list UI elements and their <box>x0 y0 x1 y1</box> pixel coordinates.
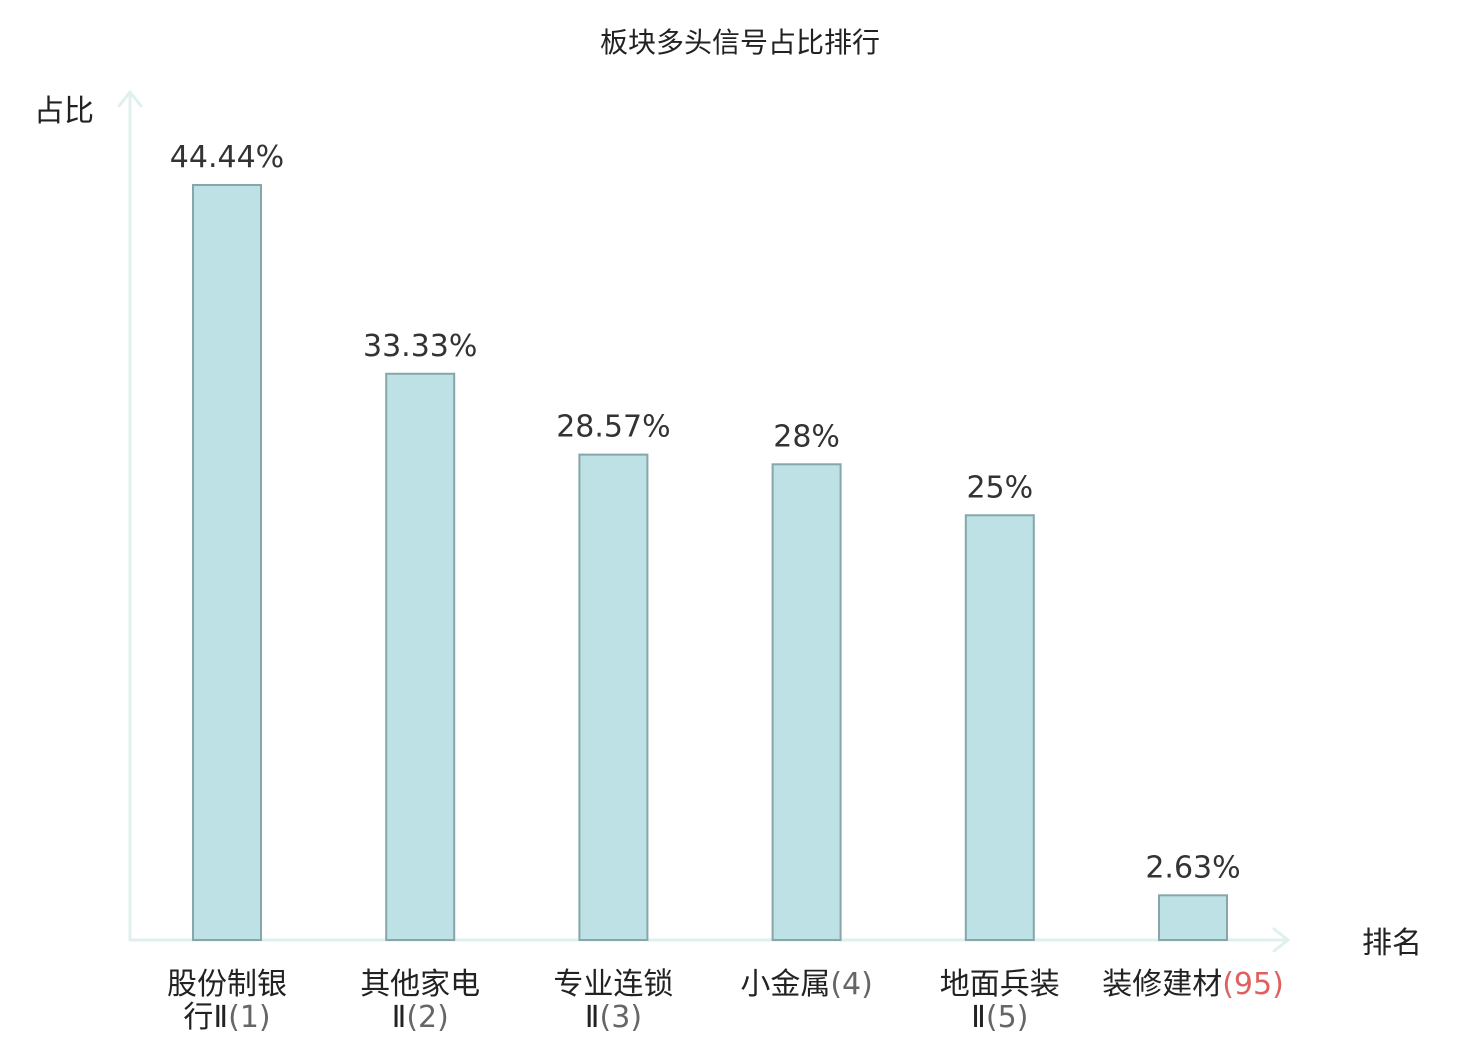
value-label-1: 44.44% <box>170 140 284 175</box>
category-rank: (95) <box>1222 967 1284 1002</box>
bars <box>192 184 1228 942</box>
value-labels: 44.44% 33.33% 28.57% 28% 25% 2.63% <box>170 140 1241 885</box>
category-label-3-line-2: Ⅱ(3) <box>585 1000 642 1035</box>
category-name: Ⅱ <box>585 1000 600 1035</box>
category-label-2-line-2: Ⅱ(2) <box>392 1000 449 1035</box>
y-axis-label: 占比 <box>34 94 94 129</box>
value-label-4: 28% <box>773 419 840 454</box>
category-rank: (4) <box>830 967 873 1002</box>
y-axis-arrow <box>117 90 143 108</box>
category-rank: (5) <box>986 1000 1029 1035</box>
category-label-5-line-1: 地面兵装 <box>940 967 1060 1002</box>
category-label-2-line-1: 其他家电 <box>360 967 480 1002</box>
chart-title: 板块多头信号占比排行 <box>600 26 880 59</box>
category-name: Ⅱ <box>971 1000 986 1035</box>
bar-5 <box>964 514 1035 941</box>
category-name: 专业连锁 <box>553 967 673 1002</box>
x-axis-label: 排名 <box>1362 926 1422 961</box>
x-axis-arrow <box>1272 927 1290 953</box>
value-label-2: 33.33% <box>363 329 477 364</box>
category-label-6-line-1: 装修建材(95) <box>1102 967 1284 1002</box>
bar-3 <box>578 453 649 941</box>
value-label-5: 25% <box>966 470 1033 505</box>
category-name: 其他家电 <box>360 967 480 1002</box>
category-label-3-line-1: 专业连锁 <box>553 967 673 1002</box>
bar-4 <box>771 463 842 941</box>
category-name: 地面兵装 <box>940 967 1060 1002</box>
bar-1 <box>192 184 262 941</box>
category-rank: (1) <box>228 1000 271 1035</box>
value-label-3: 28.57% <box>556 410 670 445</box>
category-label-4-line-1: 小金属(4) <box>740 967 873 1002</box>
axes <box>117 90 1290 953</box>
bar-2 <box>385 372 456 941</box>
category-name: 股份制银 <box>167 967 287 1002</box>
category-label-5-line-2: Ⅱ(5) <box>971 1000 1028 1035</box>
bar-6 <box>1158 894 1228 942</box>
category-name: 行Ⅱ <box>183 1000 228 1035</box>
category-label-1-line-2: 行Ⅱ(1) <box>183 1000 270 1035</box>
category-rank: (2) <box>406 1000 449 1035</box>
category-name: 装修建材 <box>1102 967 1222 1002</box>
category-name: 小金属 <box>740 967 830 1002</box>
category-label-1-line-1: 股份制银 <box>167 967 287 1002</box>
category-rank: (3) <box>600 1000 643 1035</box>
value-label-6: 2.63% <box>1145 850 1240 885</box>
category-name: Ⅱ <box>392 1000 407 1035</box>
